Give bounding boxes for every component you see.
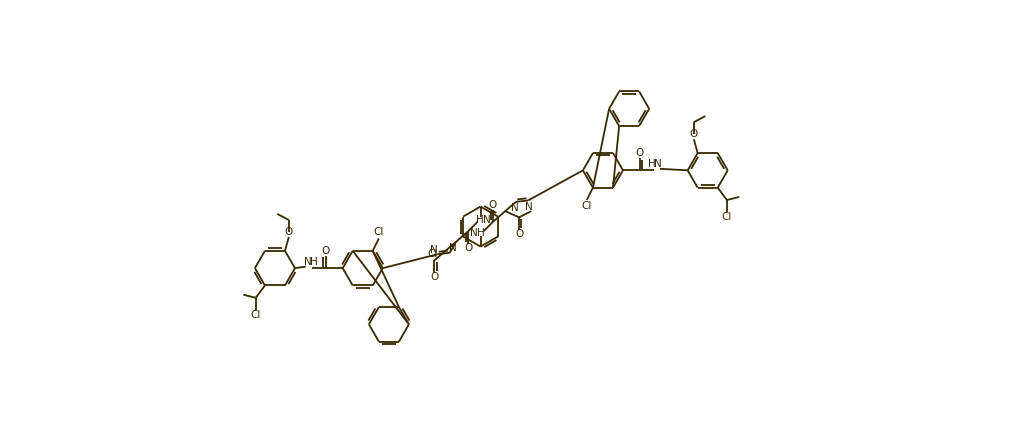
Text: N: N [449,243,456,253]
Text: O: O [690,129,698,139]
Text: N: N [653,159,662,169]
Text: N: N [304,257,312,267]
Text: H: H [478,228,485,238]
Text: N: N [525,201,533,212]
Text: Cl: Cl [374,227,384,237]
Text: O: O [430,272,438,282]
Text: H: H [647,159,655,169]
Text: O: O [636,148,644,159]
Text: Cl: Cl [250,310,261,320]
Text: N: N [471,228,478,238]
Text: Cl: Cl [582,201,592,211]
Text: O: O [489,200,497,210]
Text: H: H [476,215,484,225]
Text: H: H [310,257,319,267]
Text: O: O [285,227,293,237]
Text: Cl: Cl [722,212,732,222]
Text: N: N [512,203,519,213]
Text: O: O [465,243,473,253]
Text: O: O [515,229,523,239]
Text: O: O [322,246,330,256]
Text: N: N [431,245,438,255]
Text: N: N [483,215,490,225]
Text: Cl: Cl [428,249,438,259]
